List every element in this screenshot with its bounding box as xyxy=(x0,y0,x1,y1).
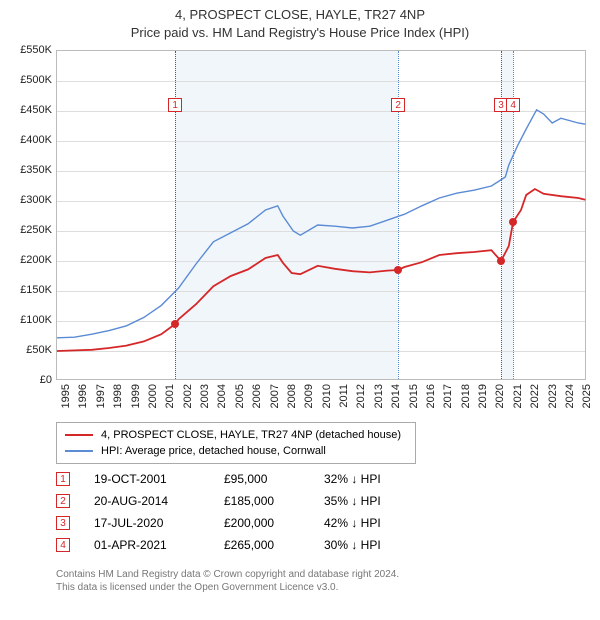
legend-swatch xyxy=(65,434,93,436)
sale-diff: 32% ↓ HPI xyxy=(324,472,424,486)
x-tick-label: 2006 xyxy=(251,384,263,408)
sale-price: £185,000 xyxy=(224,494,324,508)
y-tick-label: £400K xyxy=(4,134,52,146)
x-tick-label: 2019 xyxy=(477,384,489,408)
footnote: Contains HM Land Registry data © Crown c… xyxy=(56,568,399,594)
footnote-line2: This data is licensed under the Open Gov… xyxy=(56,581,399,594)
x-tick-label: 2010 xyxy=(321,384,333,408)
sale-marker: 3 xyxy=(56,516,70,530)
x-tick-label: 2009 xyxy=(303,384,315,408)
sale-date: 19-OCT-2001 xyxy=(94,472,224,486)
x-tick-label: 2014 xyxy=(390,384,402,408)
x-tick-label: 2025 xyxy=(581,384,593,408)
chart-plot-area: 1234 xyxy=(56,50,586,380)
y-tick-label: £150K xyxy=(4,284,52,296)
sales-table: 1 19-OCT-2001 £95,000 32% ↓ HPI 2 20-AUG… xyxy=(56,468,424,556)
y-tick-label: £100K xyxy=(4,314,52,326)
sale-marker: 2 xyxy=(56,494,70,508)
legend-row: HPI: Average price, detached house, Corn… xyxy=(65,443,407,459)
event-marker-box: 1 xyxy=(168,98,182,112)
x-tick-label: 1995 xyxy=(60,384,72,408)
sale-dot xyxy=(394,266,402,274)
x-tick-label: 2023 xyxy=(547,384,559,408)
x-tick-label: 1998 xyxy=(112,384,124,408)
sale-price: £200,000 xyxy=(224,516,324,530)
y-tick-label: £550K xyxy=(4,44,52,56)
sale-marker: 4 xyxy=(56,538,70,552)
x-tick-label: 2015 xyxy=(408,384,420,408)
x-tick-label: 2008 xyxy=(286,384,298,408)
y-tick-label: £500K xyxy=(4,74,52,86)
title-line1: 4, PROSPECT CLOSE, HAYLE, TR27 4NP xyxy=(0,6,600,24)
table-row: 1 19-OCT-2001 £95,000 32% ↓ HPI xyxy=(56,468,424,490)
legend: 4, PROSPECT CLOSE, HAYLE, TR27 4NP (deta… xyxy=(56,422,416,464)
legend-label: 4, PROSPECT CLOSE, HAYLE, TR27 4NP (deta… xyxy=(101,429,401,441)
event-marker-box: 4 xyxy=(506,98,520,112)
y-tick-label: £300K xyxy=(4,194,52,206)
y-tick-label: £50K xyxy=(4,344,52,356)
event-marker-box: 2 xyxy=(391,98,405,112)
x-tick-label: 2011 xyxy=(338,384,350,408)
x-tick-label: 2004 xyxy=(216,384,228,408)
table-row: 4 01-APR-2021 £265,000 30% ↓ HPI xyxy=(56,534,424,556)
sale-dot xyxy=(171,320,179,328)
x-tick-label: 2000 xyxy=(147,384,159,408)
chart-container: 4, PROSPECT CLOSE, HAYLE, TR27 4NP Price… xyxy=(0,0,600,620)
footnote-line1: Contains HM Land Registry data © Crown c… xyxy=(56,568,399,581)
sale-diff: 42% ↓ HPI xyxy=(324,516,424,530)
sale-dot xyxy=(497,257,505,265)
sale-price: £265,000 xyxy=(224,538,324,552)
sale-date: 01-APR-2021 xyxy=(94,538,224,552)
x-tick-label: 2024 xyxy=(564,384,576,408)
x-tick-label: 2020 xyxy=(494,384,506,408)
y-tick-label: £350K xyxy=(4,164,52,176)
sale-diff: 30% ↓ HPI xyxy=(324,538,424,552)
x-tick-label: 1997 xyxy=(95,384,107,408)
legend-row: 4, PROSPECT CLOSE, HAYLE, TR27 4NP (deta… xyxy=(65,427,407,443)
x-tick-label: 2001 xyxy=(164,384,176,408)
x-tick-label: 2022 xyxy=(529,384,541,408)
sale-date: 17-JUL-2020 xyxy=(94,516,224,530)
sale-dot xyxy=(509,218,517,226)
x-tick-label: 2005 xyxy=(234,384,246,408)
legend-label: HPI: Average price, detached house, Corn… xyxy=(101,445,326,457)
x-tick-label: 2018 xyxy=(460,384,472,408)
x-tick-label: 2017 xyxy=(442,384,454,408)
x-tick-label: 1999 xyxy=(130,384,142,408)
y-tick-label: £0 xyxy=(4,374,52,386)
legend-swatch xyxy=(65,450,93,452)
title-line2: Price paid vs. HM Land Registry's House … xyxy=(0,24,600,42)
sale-date: 20-AUG-2014 xyxy=(94,494,224,508)
title-block: 4, PROSPECT CLOSE, HAYLE, TR27 4NP Price… xyxy=(0,0,600,42)
y-tick-label: £450K xyxy=(4,104,52,116)
x-tick-label: 2002 xyxy=(182,384,194,408)
x-tick-label: 2016 xyxy=(425,384,437,408)
y-tick-label: £250K xyxy=(4,224,52,236)
x-tick-label: 2013 xyxy=(373,384,385,408)
table-row: 3 17-JUL-2020 £200,000 42% ↓ HPI xyxy=(56,512,424,534)
series-property xyxy=(57,189,585,351)
y-tick-label: £200K xyxy=(4,254,52,266)
x-tick-label: 1996 xyxy=(77,384,89,408)
sale-price: £95,000 xyxy=(224,472,324,486)
sale-marker: 1 xyxy=(56,472,70,486)
sale-diff: 35% ↓ HPI xyxy=(324,494,424,508)
x-tick-label: 2021 xyxy=(512,384,524,408)
x-tick-label: 2012 xyxy=(355,384,367,408)
x-tick-label: 2007 xyxy=(269,384,281,408)
table-row: 2 20-AUG-2014 £185,000 35% ↓ HPI xyxy=(56,490,424,512)
x-tick-label: 2003 xyxy=(199,384,211,408)
series-hpi xyxy=(57,110,585,338)
